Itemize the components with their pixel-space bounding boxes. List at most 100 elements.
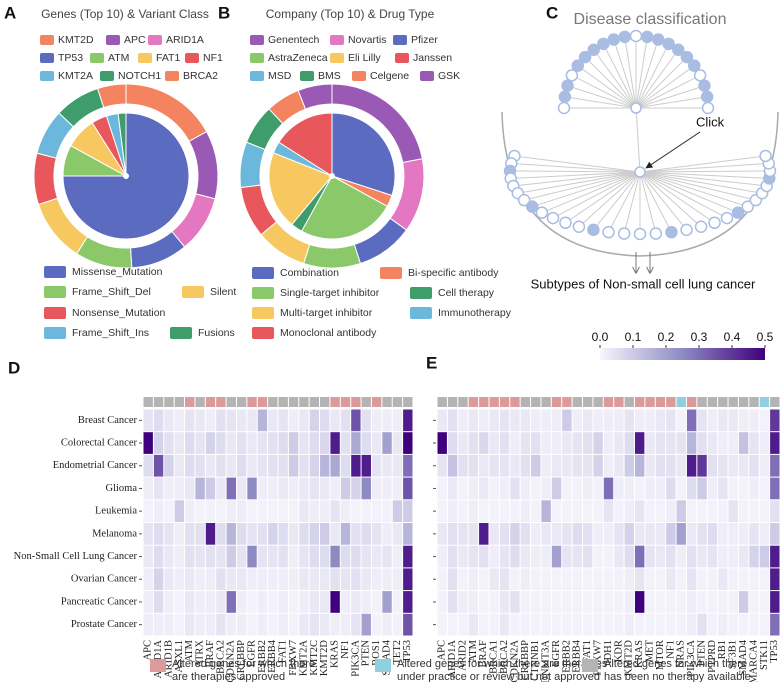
heat-cell <box>551 591 562 613</box>
legend-swatch <box>40 53 54 63</box>
heat-cell <box>257 591 268 613</box>
heat-cell <box>562 523 572 545</box>
heat-cell <box>759 591 770 613</box>
node <box>649 227 663 240</box>
annotation-cell <box>728 397 738 407</box>
legend-swatch <box>420 71 434 81</box>
heat-cell <box>143 477 153 500</box>
heat-cell <box>153 477 164 500</box>
heat-cell <box>216 432 226 454</box>
edge <box>635 107 641 173</box>
heat-cell <box>257 500 268 522</box>
legend-swatch <box>375 659 391 672</box>
node <box>557 101 571 115</box>
heat-cell <box>351 613 361 636</box>
heat-cell <box>718 454 728 477</box>
heat-cell <box>309 409 320 432</box>
heat-cell <box>593 591 603 613</box>
heat-cell <box>247 454 257 477</box>
heat-cell <box>624 432 634 454</box>
heat-cell <box>634 500 645 522</box>
heat-cell <box>738 477 749 500</box>
panel-title: Genes (Top 10) & Variant Class <box>41 7 209 21</box>
node <box>694 220 708 233</box>
legend-swatch <box>106 35 120 45</box>
edge <box>635 96 708 109</box>
heat-cell <box>247 545 257 568</box>
heat-cell <box>489 545 499 568</box>
heat-cell <box>247 477 257 500</box>
heat-cell <box>320 409 330 432</box>
heat-cell <box>583 568 593 591</box>
heat-cell <box>143 409 153 432</box>
heat-cell <box>728 545 738 568</box>
heat-cell <box>541 613 551 636</box>
edge <box>602 43 637 109</box>
legend-label: APC <box>124 34 146 46</box>
edge <box>639 162 769 173</box>
heat-cell <box>361 477 371 500</box>
heat-cell <box>749 568 759 591</box>
heat-cell <box>371 500 382 522</box>
column-label: ERBB2 <box>257 640 268 673</box>
heat-cell <box>738 454 749 477</box>
heat-cell <box>770 591 780 613</box>
edge <box>635 39 659 109</box>
heat-cell <box>330 409 340 432</box>
heat-cell <box>634 568 645 591</box>
heat-cell <box>728 454 738 477</box>
row-label: Pancreatic Cancer <box>61 596 138 607</box>
row-label: Leukemia <box>95 506 137 517</box>
legend-label: Fusions <box>198 327 235 339</box>
heat-cell <box>195 613 205 636</box>
heat-cell <box>697 409 707 432</box>
heat-cell <box>468 613 479 636</box>
heat-cell <box>205 591 216 613</box>
diagram-title: Disease classification <box>574 11 727 28</box>
heat-cell <box>403 409 413 432</box>
heat-cell <box>583 523 593 545</box>
heat-cell <box>655 613 666 636</box>
heat-cell <box>707 477 718 500</box>
heat-cell <box>655 568 666 591</box>
heat-cell <box>382 568 392 591</box>
heat-cell <box>738 591 749 613</box>
heat-cell <box>520 500 531 522</box>
edge <box>510 171 641 179</box>
heat-cell <box>624 454 634 477</box>
node <box>662 37 675 51</box>
heat-cell <box>572 500 583 522</box>
node <box>565 69 579 82</box>
heat-cell <box>510 545 520 568</box>
heat-cell <box>403 500 413 522</box>
legend-label: Missense_Mutation <box>72 266 163 278</box>
heat-cell <box>770 454 780 477</box>
heat-cell <box>309 432 320 454</box>
heat-cell <box>562 500 572 522</box>
heat-cell <box>551 523 562 545</box>
column-label: ATM <box>468 639 479 662</box>
heat-cell <box>718 545 728 568</box>
heat-cell <box>278 613 288 636</box>
legend-label: TP53 <box>58 52 83 64</box>
annotation-cell <box>340 397 351 407</box>
heat-cell <box>614 523 624 545</box>
heat-cell <box>320 523 330 545</box>
heat-cell <box>458 568 468 591</box>
edge <box>517 171 641 194</box>
heat-cell <box>278 545 288 568</box>
annotation-cell <box>468 397 479 407</box>
heat-cell <box>185 454 195 477</box>
heat-cell <box>634 591 645 613</box>
heat-cell <box>299 545 309 568</box>
heat-cell <box>185 477 195 500</box>
legend-label: Cell therapy <box>438 287 495 299</box>
annotation-cell <box>330 397 340 407</box>
node <box>571 59 585 72</box>
heat-cell <box>686 432 697 454</box>
heat-cell <box>216 500 226 522</box>
pie-slice <box>268 152 333 226</box>
heat-cell <box>153 454 164 477</box>
edge <box>593 49 637 109</box>
